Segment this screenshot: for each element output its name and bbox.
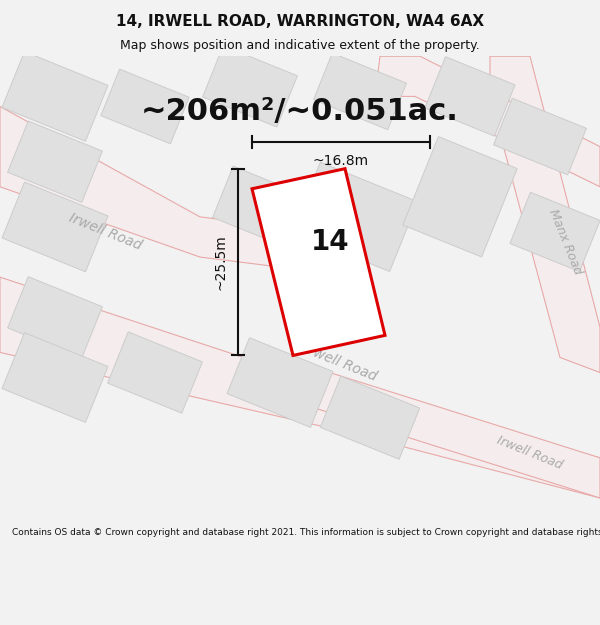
Text: Map shows position and indicative extent of the property.: Map shows position and indicative extent… xyxy=(120,39,480,52)
Text: Contains OS data © Crown copyright and database right 2021. This information is : Contains OS data © Crown copyright and d… xyxy=(12,528,600,537)
Polygon shape xyxy=(8,277,103,358)
Text: 14, IRWELL ROAD, WARRINGTON, WA4 6AX: 14, IRWELL ROAD, WARRINGTON, WA4 6AX xyxy=(116,14,484,29)
Polygon shape xyxy=(375,56,600,187)
Polygon shape xyxy=(403,137,517,257)
Polygon shape xyxy=(203,46,298,127)
Polygon shape xyxy=(212,166,307,248)
Polygon shape xyxy=(510,192,600,272)
Polygon shape xyxy=(0,277,600,498)
Polygon shape xyxy=(2,332,108,422)
Polygon shape xyxy=(252,169,385,356)
Text: ~206m²/~0.051ac.: ~206m²/~0.051ac. xyxy=(141,97,459,126)
Text: Manx Road: Manx Road xyxy=(546,208,584,277)
Polygon shape xyxy=(494,98,586,175)
Polygon shape xyxy=(320,376,420,459)
Text: ~16.8m: ~16.8m xyxy=(313,154,369,168)
Polygon shape xyxy=(250,348,600,498)
Polygon shape xyxy=(314,53,406,130)
Polygon shape xyxy=(2,182,108,272)
Text: ~25.5m: ~25.5m xyxy=(214,234,228,290)
Text: Irwell Road: Irwell Road xyxy=(302,341,379,383)
Polygon shape xyxy=(107,332,202,413)
Polygon shape xyxy=(490,56,600,372)
Polygon shape xyxy=(425,57,515,136)
Polygon shape xyxy=(8,121,103,202)
Text: 14: 14 xyxy=(311,228,349,256)
Polygon shape xyxy=(2,51,108,141)
Polygon shape xyxy=(0,106,280,267)
Text: Irwell Road: Irwell Road xyxy=(495,434,565,472)
Polygon shape xyxy=(292,162,418,271)
Text: Irwell Road: Irwell Road xyxy=(67,211,143,253)
Polygon shape xyxy=(227,338,333,428)
Polygon shape xyxy=(101,69,189,144)
